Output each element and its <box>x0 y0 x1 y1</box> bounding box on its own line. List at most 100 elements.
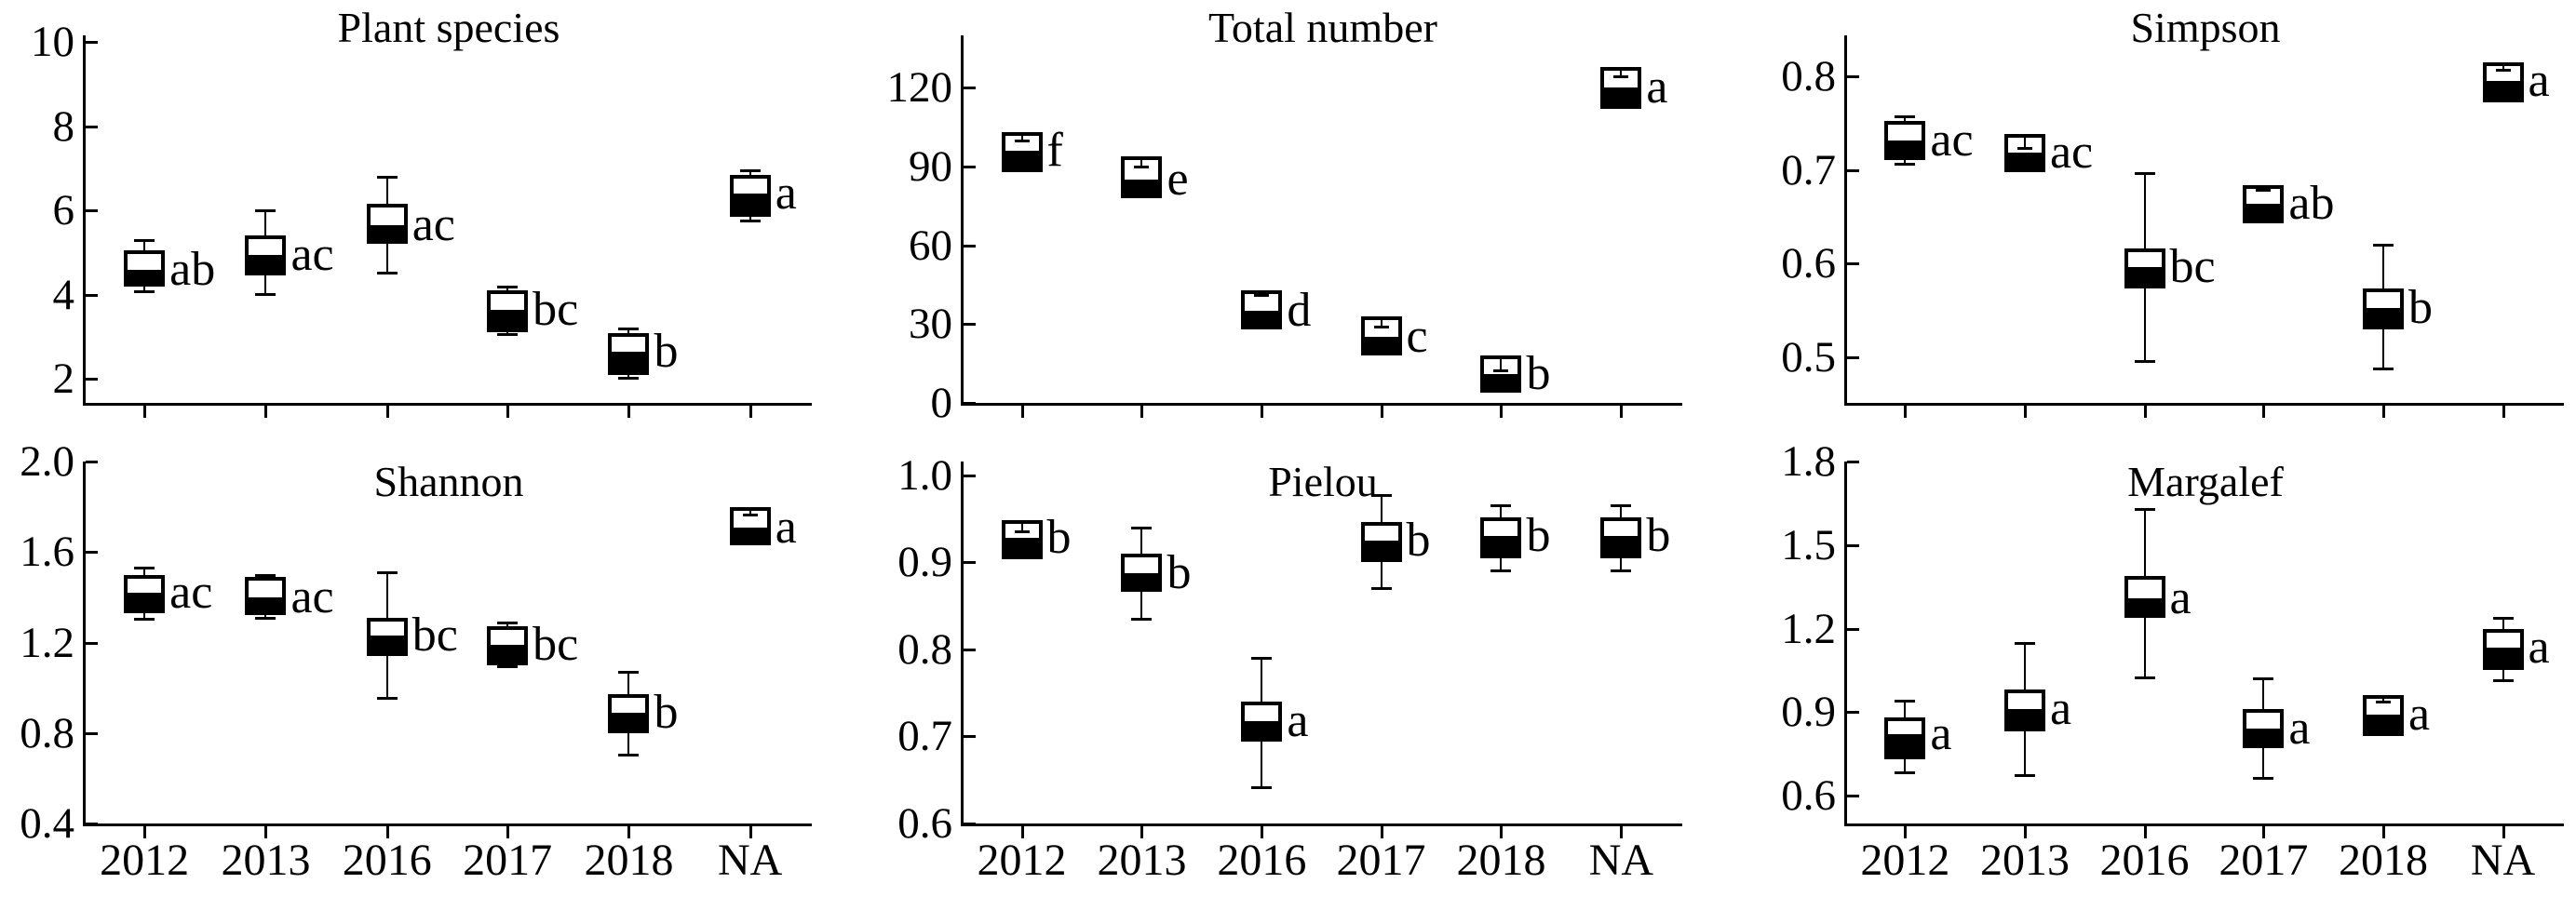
whisker-low <box>1140 592 1143 621</box>
x-tick-mark <box>1500 826 1504 838</box>
box-lower-fill <box>124 593 166 613</box>
x-axis <box>1844 403 2564 406</box>
whisker-high <box>627 328 630 334</box>
sig-letter: ac <box>290 227 334 281</box>
whisker-low <box>2143 288 2146 362</box>
whisker-low <box>2143 617 2146 679</box>
y-tick-label: 60 <box>909 221 952 270</box>
whisker-cap-low <box>2014 774 2035 778</box>
x-tick-label-2013: 2013 <box>1097 836 1187 885</box>
x-tick-mark <box>385 406 389 418</box>
x-tick-label-2013: 2013 <box>221 836 311 885</box>
x-tick-label-2018: 2018 <box>1456 836 1546 885</box>
whisker-high <box>143 239 146 251</box>
y-tick-label: 120 <box>886 63 953 113</box>
whisker-cap-high-inner <box>742 514 758 517</box>
x-tick-mark <box>1380 826 1383 838</box>
x-tick-mark <box>506 826 510 838</box>
y-tick-label: 1.5 <box>1781 520 1836 569</box>
x-tick-label-na: NA <box>718 836 783 885</box>
box-lower-fill <box>1001 538 1043 559</box>
box-lower-fill <box>1241 720 1283 743</box>
whisker-low <box>627 732 630 756</box>
sig-letter: b <box>1526 346 1551 400</box>
sig-letter: a <box>2288 702 2311 756</box>
x-tick-mark <box>264 406 268 418</box>
whisker-cap-low <box>376 272 398 275</box>
whisker-cap-low <box>1895 771 1916 775</box>
x-tick-label-2018: 2018 <box>2338 836 2428 885</box>
x-axis <box>961 823 1682 826</box>
x-tick-mark <box>2023 826 2027 838</box>
x-tick-label-2012: 2012 <box>977 836 1067 885</box>
y-tick-label: 2.0 <box>20 437 74 486</box>
sig-letter: f <box>1046 124 1063 178</box>
whisker-cap-high <box>376 571 398 575</box>
y-tick-mark <box>964 323 976 327</box>
whisker-cap-high <box>1131 527 1153 530</box>
y-tick-label: 0.9 <box>1781 688 1836 737</box>
y-tick-mark <box>86 731 98 735</box>
box-lower-fill <box>366 636 408 657</box>
whisker-cap-low <box>376 697 398 701</box>
whisker-low <box>1904 759 1907 774</box>
x-tick-label-2018: 2018 <box>584 836 674 885</box>
box-lower-fill <box>608 712 650 733</box>
whisker-cap-high <box>1895 115 1916 119</box>
sig-letter: b <box>2407 281 2433 335</box>
box-lower-fill <box>487 309 529 333</box>
y-tick-label: 1.8 <box>1781 437 1836 486</box>
sig-letter: b <box>654 324 679 378</box>
whisker-high <box>2143 508 2146 576</box>
y-axis <box>961 462 964 826</box>
y-tick-mark <box>1847 168 1859 172</box>
x-tick-mark <box>1140 406 1144 418</box>
whisker-low <box>749 217 751 221</box>
y-tick-mark <box>964 561 976 565</box>
x-tick-mark <box>2502 826 2505 838</box>
sig-letter: a <box>1287 693 1309 747</box>
y-tick-mark <box>1847 627 1859 631</box>
y-tick-mark <box>86 551 98 555</box>
y-tick-label: 1.2 <box>1781 604 1836 653</box>
x-tick-label-2016: 2016 <box>342 836 432 885</box>
x-tick-mark <box>627 826 631 838</box>
y-tick-label: 0.9 <box>897 538 952 587</box>
sig-letter: a <box>2528 54 2550 108</box>
box-lower-fill <box>2003 709 2045 732</box>
box-lower-fill <box>1600 87 1642 109</box>
whisker-high <box>627 672 630 695</box>
x-tick-label-2017: 2017 <box>2219 836 2309 885</box>
y-tick-label: 0.8 <box>20 708 74 757</box>
box-lower-fill <box>2243 203 2285 223</box>
whisker-high <box>385 572 388 618</box>
x-tick-mark <box>1261 826 1264 838</box>
y-tick-label: 1.0 <box>897 450 952 500</box>
y-tick-label: 6 <box>52 186 75 235</box>
whisker-cap-high-inner <box>1254 294 1270 298</box>
sig-letter: b <box>1046 511 1072 565</box>
whisker-cap-low <box>1131 618 1153 622</box>
box-lower-fill <box>1884 734 1926 760</box>
x-tick-mark <box>2381 406 2385 418</box>
box-lower-fill <box>1360 541 1402 562</box>
whisker-cap-high <box>2134 171 2155 175</box>
y-tick-mark <box>964 87 976 90</box>
chart-title-pielou: Pielou <box>1268 458 1378 505</box>
whisker-cap-low <box>618 377 640 381</box>
box-lower-fill <box>1241 311 1283 329</box>
x-tick-mark <box>749 826 752 838</box>
y-tick-mark <box>964 823 976 825</box>
y-tick-mark <box>964 166 976 169</box>
box-lower-fill <box>245 596 287 616</box>
y-tick-label: 30 <box>909 300 952 349</box>
sig-letter: a <box>2407 688 2431 742</box>
whisker-cap-low <box>1611 569 1632 572</box>
y-tick-label: 1.6 <box>20 528 74 577</box>
y-tick-label: 0.4 <box>20 799 74 848</box>
whisker-high-inner <box>2502 66 2504 73</box>
whisker-cap-high-inner <box>1493 368 1509 372</box>
x-tick-mark <box>749 406 752 418</box>
box-lower-fill <box>1360 337 1402 356</box>
y-tick-mark <box>1847 795 1859 798</box>
